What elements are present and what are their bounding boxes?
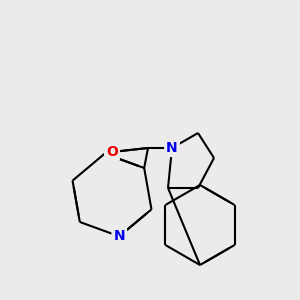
Text: N: N	[113, 230, 125, 243]
Text: O: O	[106, 145, 118, 159]
Text: N: N	[166, 141, 178, 155]
